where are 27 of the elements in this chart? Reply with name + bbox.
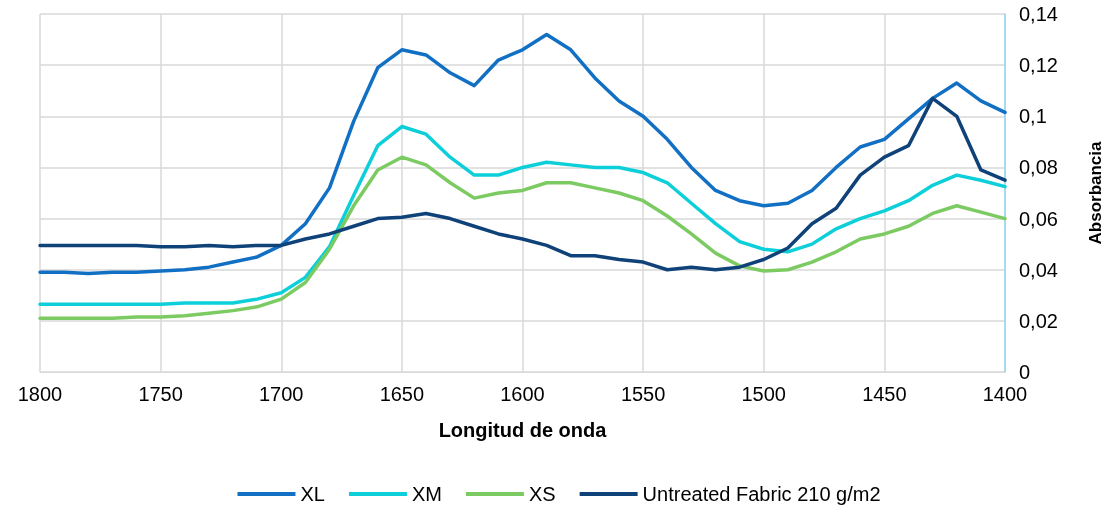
x-tick-label: 1600 (500, 383, 545, 405)
y-tick-label: 0,12 (1019, 54, 1058, 77)
legend-label: XM (411, 483, 442, 505)
y-tick-label: 0,02 (1019, 309, 1058, 332)
y-tick-label: 0,04 (1019, 258, 1058, 281)
x-tick-label: 1500 (741, 383, 786, 405)
y-axis-title: Absorbancia (1086, 140, 1105, 245)
y-tick-label: 0 (1019, 361, 1031, 383)
line-series (38, 96, 1007, 272)
y-tick-label: 0,14 (1019, 3, 1058, 25)
y-tick-label: 0,1 (1019, 105, 1047, 128)
x-tick-label: 1700 (259, 383, 304, 405)
x-tick-label: 1750 (138, 383, 183, 405)
x-tick-label: 1550 (620, 383, 666, 405)
line-series (38, 32, 1007, 276)
line-series (38, 124, 1007, 306)
legend-label: XS (528, 483, 556, 505)
legend-label: XL (300, 483, 325, 505)
y-tick-label: 0,06 (1019, 207, 1058, 230)
line-series (38, 155, 1007, 321)
x-tick-label: 1800 (17, 383, 63, 405)
x-tick-label: 1450 (862, 383, 907, 405)
legend-label: Untreated Fabric 210 g/m2 (642, 483, 881, 505)
x-tick-label: 1400 (982, 383, 1028, 405)
x-axis-title: Longitud de onda (438, 419, 608, 441)
x-tick-label: 1650 (379, 383, 425, 405)
y-tick-label: 0,08 (1019, 156, 1058, 179)
